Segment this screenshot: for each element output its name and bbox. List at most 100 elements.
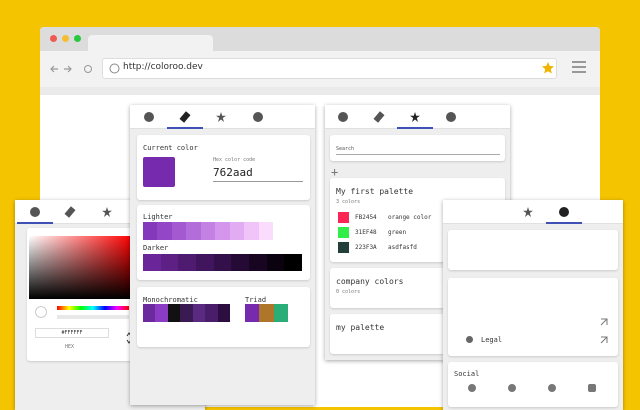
format-label: HEX [65,344,75,350]
tab-palette[interactable] [338,112,348,122]
swatch[interactable] [258,222,273,240]
alpha-slider[interactable] [57,315,129,319]
hex-input[interactable]: #FFFFFF [35,328,109,338]
about-panel: Legal Social [443,200,623,410]
add-button[interactable]: + [331,165,339,179]
picker-card: #FFFFFF HEX [27,228,143,361]
hex-label: Hex color code [213,157,256,163]
swatch[interactable] [157,222,172,240]
current-card: Current color Hex color code 762aad [137,135,310,200]
close-dot[interactable] [50,35,57,42]
mono-strip [143,304,230,322]
swatch[interactable] [155,304,168,322]
tab-star[interactable] [102,207,112,217]
tabs [443,200,623,224]
social-icon[interactable] [588,384,596,392]
tab-star[interactable] [523,207,533,217]
tab-picker[interactable] [64,206,76,218]
star-icon[interactable] [542,62,554,74]
color-swatch [338,227,349,238]
tab-user[interactable] [253,112,263,122]
palette-name: company colors [336,277,404,286]
search-card: Search [330,135,505,161]
darker-strip [143,254,303,271]
swatch[interactable] [231,254,250,271]
swatch[interactable] [143,222,158,240]
shades-card: Lighter Darker [137,205,310,280]
swatch[interactable] [167,304,181,322]
social-label: Social [454,370,480,378]
page-band [40,87,600,95]
color-code: 223F3A [355,244,377,251]
legal-link[interactable]: Legal [481,336,503,344]
color-name: green [388,229,407,236]
swatch[interactable] [273,304,288,322]
tabs [325,105,510,129]
swatch[interactable] [284,254,303,271]
search-input[interactable]: Search [336,146,500,155]
tab-star[interactable] [410,112,420,122]
mono-label: Monochromatic [143,296,198,304]
color-code: FB2454 [355,214,377,221]
tab-user[interactable] [446,112,456,122]
current-swatch[interactable] [143,157,175,187]
page: Coloroo {"browser": {"url": "http://colo… [15,27,623,410]
swatch[interactable] [245,304,260,322]
swatch[interactable] [178,254,197,271]
tab-picker[interactable] [373,111,385,123]
lighter-strip [143,222,273,240]
swatch[interactable] [213,254,232,271]
harmony-card: Monochromatic Triad [137,287,310,347]
swatch[interactable] [196,254,214,271]
globe-icon [109,63,120,74]
max-dot[interactable] [74,35,81,42]
swatch[interactable] [249,254,267,271]
tab[interactable] [88,35,213,51]
info-icon [466,336,473,343]
palette-name: my palette [336,323,385,332]
menu-icon[interactable] [572,61,586,73]
social-icon[interactable] [508,384,516,392]
hue-slider[interactable] [57,306,129,310]
swatch[interactable] [200,222,216,240]
swatch[interactable] [186,222,201,240]
swatch[interactable] [217,304,230,322]
social-icon[interactable] [548,384,556,392]
social-icon[interactable] [468,384,476,392]
swatch[interactable] [192,304,206,322]
external-link-icon[interactable] [600,336,608,344]
swatch[interactable] [229,222,245,240]
swatch[interactable] [160,254,179,271]
social-card: Social [448,362,618,407]
min-dot[interactable] [62,35,69,42]
hex-value[interactable]: 762aad [213,166,303,182]
tab-picker[interactable] [179,111,191,123]
swatch[interactable] [143,304,156,322]
external-link-icon[interactable] [600,318,608,326]
swatch[interactable] [215,222,230,240]
tab-underline [546,222,582,224]
swatch[interactable] [171,222,187,240]
address-bar[interactable] [102,58,557,79]
swatch[interactable] [143,254,161,271]
tab-palette[interactable] [144,112,154,122]
color-name: orange color [388,214,432,221]
swatch[interactable] [266,254,285,271]
current-label: Current color [143,144,198,152]
tab-underline [17,222,53,224]
nav-buttons[interactable] [50,63,95,75]
swatch[interactable] [259,304,274,322]
swatch[interactable] [244,222,259,240]
tab-star[interactable] [216,112,226,122]
url[interactable]: http://coloroo.dev [123,62,203,72]
swatch[interactable] [180,304,193,322]
info-card [448,230,618,270]
color-panel: Current color Hex color code 762aad Ligh… [130,105,315,405]
swatch[interactable] [205,304,218,322]
saturation-area[interactable] [29,236,132,299]
tab-palette[interactable] [30,207,40,217]
color-swatch [338,212,349,223]
tab-underline [397,127,433,129]
tab-underline [167,127,203,129]
tab-user[interactable] [559,207,569,217]
